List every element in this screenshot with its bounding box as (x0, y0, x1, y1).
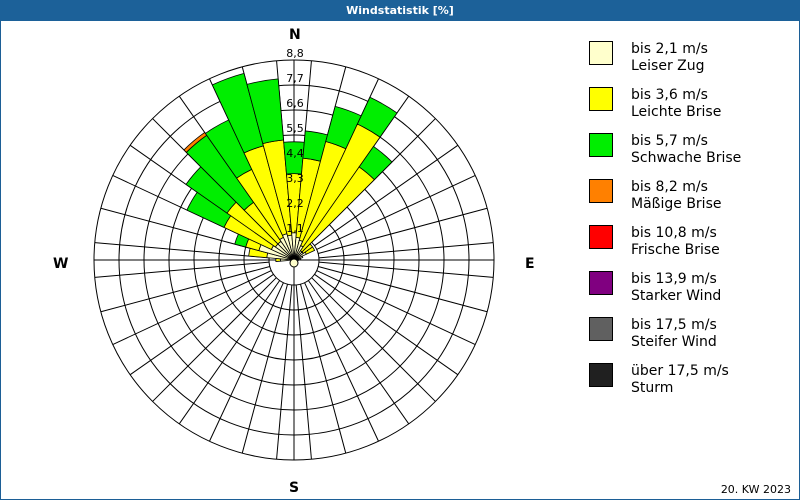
legend-range: über 17,5 m/s (631, 363, 729, 379)
legend-swatch (589, 133, 613, 157)
legend-swatch (589, 363, 613, 387)
legend-label: Schwache Brise (631, 150, 742, 166)
legend-range: bis 8,2 m/s (631, 179, 708, 195)
compass-east: E (525, 256, 535, 272)
radial-tick-labels: 1,1 2,2 3,3 4,4 5,5 6,6 7,7 8,8 (286, 47, 304, 235)
legend-label: Starker Wind (631, 288, 722, 304)
legend-swatch (589, 271, 613, 295)
legend-range: bis 5,7 m/s (631, 133, 708, 149)
compass-south: S (289, 480, 300, 496)
legend-label: Leichte Brise (631, 104, 722, 120)
title-bar: Windstatistik [%] (0, 0, 800, 21)
svg-text:1,1: 1,1 (286, 222, 304, 235)
svg-text:2,2: 2,2 (286, 197, 304, 210)
week-label: 20. KW 2023 (720, 483, 791, 496)
wind-rose-chart: 1,1 2,2 3,3 4,4 5,5 6,6 7,7 8,8 (93, 47, 495, 461)
wind-sectors (183, 72, 398, 263)
svg-text:4,4: 4,4 (286, 147, 304, 160)
svg-text:6,6: 6,6 (286, 97, 304, 110)
svg-text:5,5: 5,5 (286, 122, 304, 135)
svg-text:3,3: 3,3 (286, 172, 304, 185)
legend-label: Frische Brise (631, 242, 720, 258)
legend-range: bis 13,9 m/s (631, 271, 717, 287)
legend-label: Steifer Wind (631, 334, 717, 350)
legend-range: bis 17,5 m/s (631, 317, 717, 333)
legend-swatch (589, 225, 613, 249)
legend-range: bis 2,1 m/s (631, 41, 708, 57)
legend-swatch (589, 317, 613, 341)
legend-range: bis 3,6 m/s (631, 87, 708, 103)
legend-label: Leiser Zug (631, 58, 705, 74)
compass-west: W (53, 256, 69, 272)
svg-text:7,7: 7,7 (286, 72, 304, 85)
svg-text:8,8: 8,8 (286, 47, 304, 60)
legend-swatch (589, 179, 613, 203)
legend-range: bis 10,8 m/s (631, 225, 717, 241)
legend-swatch (589, 41, 613, 65)
legend-label: Mäßige Brise (631, 196, 722, 212)
legend-label: Sturm (631, 380, 674, 396)
compass-north: N (289, 27, 301, 43)
legend-swatch (589, 87, 613, 111)
